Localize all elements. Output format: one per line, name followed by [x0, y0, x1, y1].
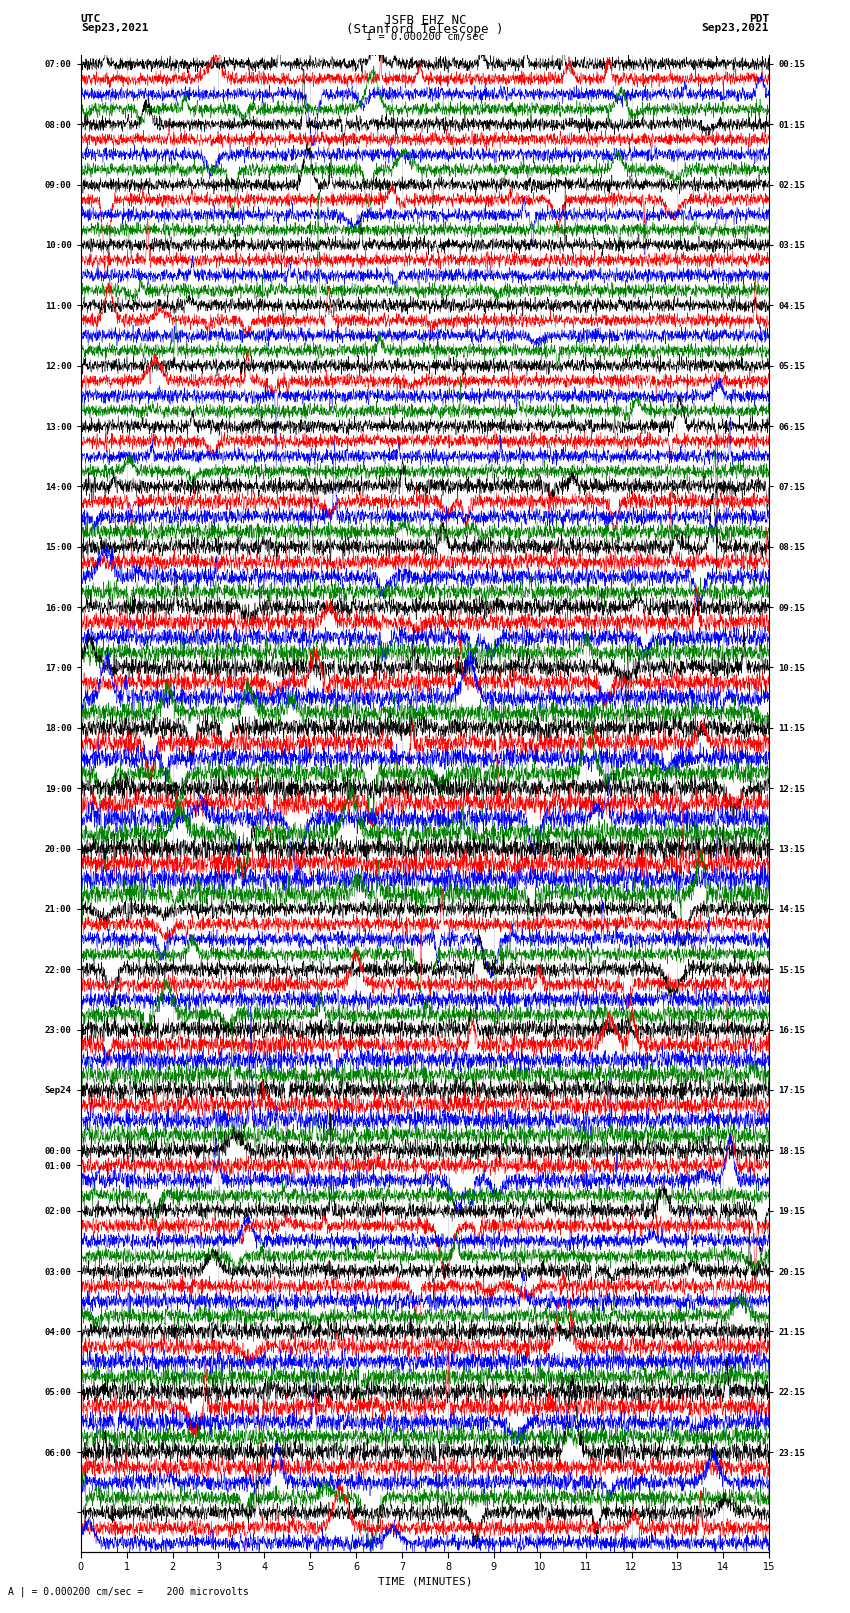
Text: JSFB EHZ NC: JSFB EHZ NC: [383, 13, 467, 27]
Text: UTC: UTC: [81, 13, 101, 24]
X-axis label: TIME (MINUTES): TIME (MINUTES): [377, 1576, 473, 1586]
Text: Sep23,2021: Sep23,2021: [702, 23, 769, 32]
Text: I = 0.000200 cm/sec: I = 0.000200 cm/sec: [366, 32, 484, 42]
Text: A | = 0.000200 cm/sec =    200 microvolts: A | = 0.000200 cm/sec = 200 microvolts: [8, 1586, 249, 1597]
Text: Sep23,2021: Sep23,2021: [81, 23, 148, 32]
Text: PDT: PDT: [749, 13, 769, 24]
Text: (Stanford Telescope ): (Stanford Telescope ): [346, 23, 504, 35]
